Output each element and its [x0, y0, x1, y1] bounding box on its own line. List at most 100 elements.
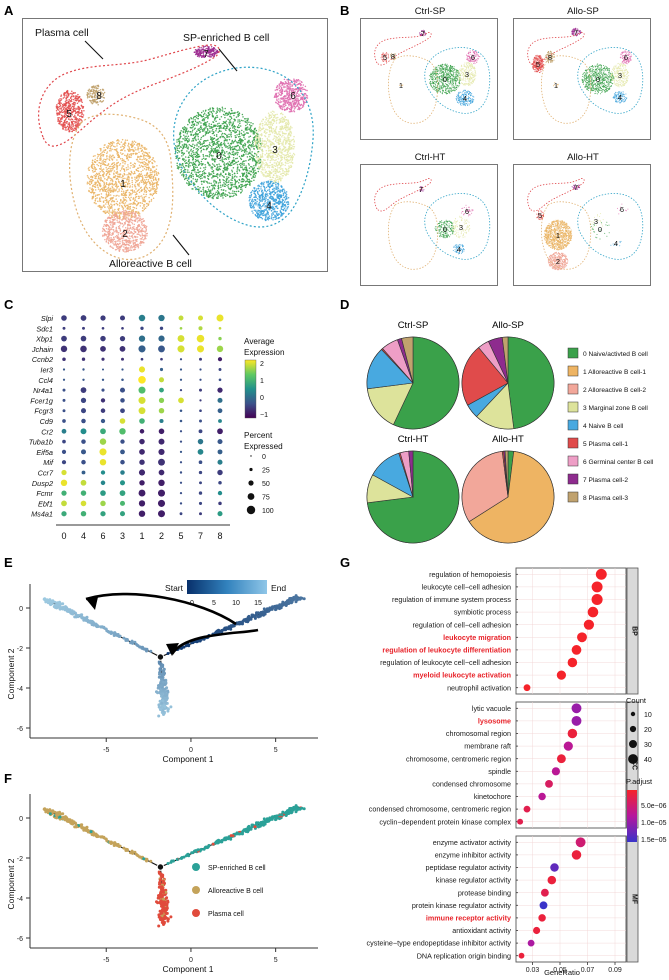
- expression-dot: [217, 511, 223, 517]
- cluster-label-7: 7: [574, 28, 578, 37]
- go-term-label: chromosomal region: [446, 729, 511, 738]
- expression-dot: [158, 335, 165, 342]
- umap-ctrl-sp: 0 3 4 6 5 8 7 1: [374, 29, 491, 124]
- expression-dot: [177, 335, 185, 343]
- pseudotime-point: [70, 611, 73, 615]
- expression-dot: [138, 335, 146, 342]
- pseudotime-tick: 10: [232, 600, 240, 607]
- expression-dot: [140, 357, 144, 361]
- expression-dot: [61, 500, 67, 507]
- pseudotime-point: [253, 615, 257, 619]
- celltype-point: [113, 842, 117, 846]
- pseudotime-point: [300, 596, 304, 600]
- expression-dot: [101, 368, 105, 371]
- expression-dot: [158, 469, 165, 476]
- celltype-point: [158, 909, 162, 913]
- expression-dot: [159, 367, 164, 372]
- celltype-point: [171, 859, 175, 863]
- expression-dot: [99, 438, 107, 445]
- pie-slice: [504, 450, 509, 498]
- plasma-outline: [374, 32, 432, 66]
- alloreactive-outline: [540, 55, 592, 124]
- cluster-label-0: 0: [596, 75, 600, 84]
- leader-line-sp: [218, 48, 238, 72]
- pseudotime-point: [280, 603, 284, 607]
- go-dot: [583, 619, 595, 630]
- y-tick-label: -2: [17, 646, 23, 653]
- sp-outline: [424, 47, 491, 114]
- panel-a-label: A: [4, 3, 14, 18]
- pseudotime-point: [82, 616, 86, 620]
- celltype-point: [131, 851, 135, 855]
- expression-dot: [197, 438, 204, 445]
- pseudotime-point: [288, 600, 292, 604]
- celltype-point: [162, 923, 165, 926]
- panel-a: A 0 3 4 6 1 2 5 8 7 Plasma cell SP-enriched B ce…: [0, 0, 336, 292]
- celltype-point: [222, 838, 226, 842]
- expression-dot: [179, 471, 183, 474]
- expression-dot: [159, 326, 164, 330]
- celltype-point: [58, 815, 62, 819]
- pseudotime-point: [156, 691, 160, 695]
- celltype-point: [235, 831, 239, 835]
- pseudotime-point: [166, 689, 170, 693]
- cluster-axis-label: 0: [61, 531, 66, 541]
- expression-dot: [179, 450, 183, 454]
- expression-colorbar: [244, 359, 257, 419]
- pseudotime-point: [50, 599, 54, 603]
- expression-dot: [179, 409, 183, 412]
- umap-ctrl-ht: 0 3 4 6 7: [374, 178, 491, 270]
- go-dot: [556, 670, 566, 680]
- legend-swatch: [567, 365, 579, 377]
- expression-dot: [216, 345, 224, 353]
- celltype-point: [281, 810, 285, 814]
- cluster-label-6: 6: [290, 91, 296, 102]
- celltype-legend-label: SP-enriched B cell: [208, 865, 266, 872]
- percent-legend-dot: [246, 505, 256, 515]
- gene-label: Tuba1b: [29, 438, 53, 447]
- expression-dot: [60, 345, 68, 353]
- pseudotime-point: [46, 599, 49, 603]
- pseudotime-point: [265, 610, 269, 613]
- celltype-point: [124, 847, 128, 851]
- gene-label: Cr2: [41, 427, 53, 436]
- celltype-point: [259, 823, 263, 827]
- percent-legend-label: 75: [262, 495, 270, 502]
- celltype-point: [211, 842, 215, 846]
- pseudotime-point: [166, 652, 170, 655]
- expression-dot: [100, 480, 106, 486]
- celltype-point: [70, 821, 73, 825]
- go-term-label: regulation of cell−cell adhesion: [413, 620, 512, 629]
- pseudotime-point: [274, 605, 278, 609]
- percent-legend-dot: [247, 493, 255, 500]
- celltype-point: [302, 807, 306, 811]
- celltype-point: [160, 902, 164, 906]
- pseudotime-point: [100, 625, 104, 629]
- celltype-point: [61, 812, 65, 816]
- expression-dot: [138, 314, 146, 322]
- expression-dot: [119, 346, 126, 352]
- annotation-plasma-cell: Plasma cell: [35, 27, 89, 39]
- count-legend-label: 10: [644, 712, 652, 719]
- cluster-label-7: 7: [203, 49, 209, 60]
- expression-dot: [140, 326, 144, 330]
- celltype-point: [162, 897, 165, 901]
- expression-dot: [62, 409, 66, 413]
- expression-dot: [80, 490, 87, 496]
- expression-dot: [179, 378, 183, 381]
- celltype-point: [134, 852, 138, 856]
- alloreactive-outline: [387, 201, 439, 270]
- pseudotime-point: [161, 669, 165, 673]
- celltype-point: [285, 809, 289, 813]
- go-dot: [527, 939, 535, 947]
- go-dot: [551, 767, 560, 776]
- go-dot: [587, 606, 599, 618]
- go-term-label: kinetochore: [474, 792, 511, 801]
- go-dot: [591, 581, 603, 593]
- expression-dot: [199, 481, 202, 485]
- celltype-legend-dot: [192, 886, 200, 894]
- expression-dot: [179, 430, 183, 433]
- pseudotime-point: [142, 647, 146, 651]
- expression-dot: [139, 480, 145, 486]
- pseudotime-point: [67, 608, 71, 612]
